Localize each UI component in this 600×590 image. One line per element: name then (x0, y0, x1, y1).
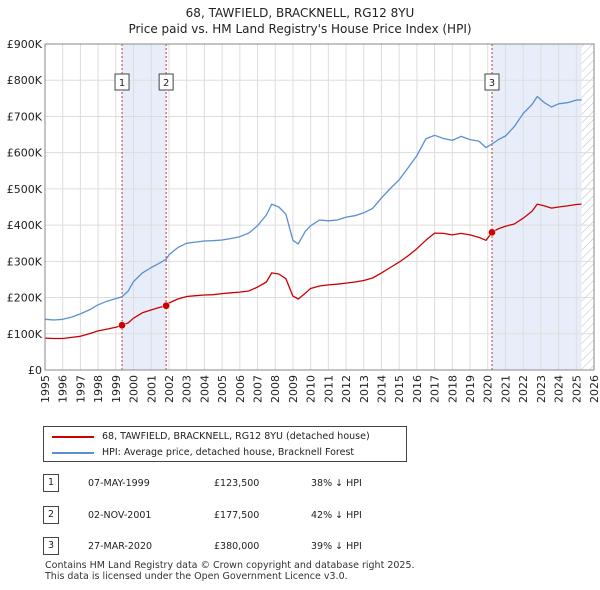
chart-subtitle: Price paid vs. HM Land Registry's House … (128, 22, 472, 36)
x-tick-label: 2009 (287, 375, 300, 403)
x-tick-label: 2023 (535, 375, 548, 403)
x-tick-label: 2014 (375, 375, 388, 403)
x-tick-label: 2024 (553, 375, 566, 403)
x-tick-label: 1998 (92, 375, 105, 403)
hpi-line (44, 95, 582, 321)
legend-swatch-hpi (52, 452, 94, 454)
legend: 68, TAWFIELD, BRACKNELL, RG12 8YU (detac… (43, 426, 407, 462)
x-tick-label: 1995 (39, 375, 52, 403)
sale-point-1 (118, 321, 126, 330)
y-tick-label: £100K (7, 328, 43, 341)
legend-swatch-property (52, 436, 94, 438)
sale-hpi-delta: 38% ↓ HPI (311, 478, 362, 489)
y-tick-label: £500K (7, 183, 43, 196)
y-tick-label: £400K (7, 219, 43, 232)
x-tick-label: 2025 (570, 375, 583, 403)
sale-marker-label-1: 1 (119, 78, 125, 89)
sale-point-3 (488, 228, 496, 237)
y-tick-label: £0 (28, 364, 42, 377)
footer-copyright: Contains HM Land Registry data © Crown c… (45, 560, 415, 571)
plot-area-border (44, 43, 595, 371)
sale-marker-label-2: 2 (163, 78, 169, 89)
x-tick-label: 2004 (198, 375, 211, 403)
sale-badge: 1 (43, 474, 59, 492)
x-tick-label: 2002 (163, 375, 176, 403)
chart-title: 68, TAWFIELD, BRACKNELL, RG12 8YU (185, 6, 415, 20)
x-tick-label: 2016 (411, 375, 424, 403)
sale-date: 07-MAY-1999 (88, 478, 150, 489)
y-tick-label: £800K (7, 74, 43, 87)
legend-label-hpi: HPI: Average price, detached house, Brac… (102, 447, 355, 458)
x-tick-label: 2015 (393, 375, 406, 403)
y-tick-label: £700K (7, 110, 43, 123)
sale-marker-label-3: 3 (489, 78, 495, 89)
x-tick-label: 2000 (128, 375, 141, 403)
x-tick-label: 2026 (588, 375, 600, 403)
y-tick-label: £200K (7, 292, 43, 305)
sale-marker-box-3 (484, 73, 500, 91)
hatched-area (581, 44, 594, 370)
sale-marker-box-1 (114, 73, 130, 91)
x-tick-label: 2011 (322, 375, 335, 403)
footer: Contains HM Land Registry data © Crown c… (45, 560, 415, 582)
x-tick-label: 2010 (305, 375, 318, 403)
sale-date: 27-MAR-2020 (88, 541, 153, 552)
footer-licence: This data is licensed under the Open Gov… (45, 571, 348, 582)
x-tick-label: 2008 (269, 375, 282, 403)
legend-label-property: 68, TAWFIELD, BRACKNELL, RG12 8YU (detac… (102, 431, 370, 442)
x-tick-label: 2006 (234, 375, 247, 403)
x-tick-label: 2017 (429, 375, 442, 403)
sale-date: 02-NOV-2001 (88, 510, 152, 521)
shaded-range-1 (122, 44, 167, 370)
y-tick-label: £900K (7, 38, 43, 51)
x-tick-label: 2019 (464, 375, 477, 403)
sale-badge: 2 (43, 506, 59, 524)
x-tick-label: 2020 (482, 375, 495, 403)
sale-hpi-delta: 39% ↓ HPI (311, 541, 362, 552)
sale-marker-box-2 (158, 73, 174, 91)
x-tick-label: 1999 (110, 375, 123, 403)
y-tick-label: £300K (7, 255, 43, 268)
x-tick-label: 1997 (74, 375, 87, 403)
x-tick-label: 2021 (499, 375, 512, 403)
sale-point-2 (162, 301, 170, 310)
property-price-line (44, 203, 582, 340)
x-tick-label: 2005 (216, 375, 229, 403)
sale-price: £123,500 (214, 478, 260, 489)
x-tick-label: 2003 (181, 375, 194, 403)
x-tick-label: 1996 (57, 375, 70, 403)
x-tick-label: 2018 (446, 375, 459, 403)
x-tick-label: 2013 (358, 375, 371, 403)
x-tick-label: 2022 (517, 375, 530, 403)
x-tick-label: 2001 (145, 375, 158, 403)
y-tick-label: £600K (7, 147, 43, 160)
price-chart: 1 2 3 £0 £100K £200K £300K £400K £500K £600K £700… (7, 38, 600, 403)
sale-badge: 3 (43, 537, 59, 555)
sale-hpi-delta: 42% ↓ HPI (311, 510, 362, 521)
x-tick-label: 2007 (252, 375, 265, 403)
x-tick-label: 2012 (340, 375, 353, 403)
sale-price: £380,000 (214, 541, 260, 552)
sale-price: £177,500 (214, 510, 260, 521)
